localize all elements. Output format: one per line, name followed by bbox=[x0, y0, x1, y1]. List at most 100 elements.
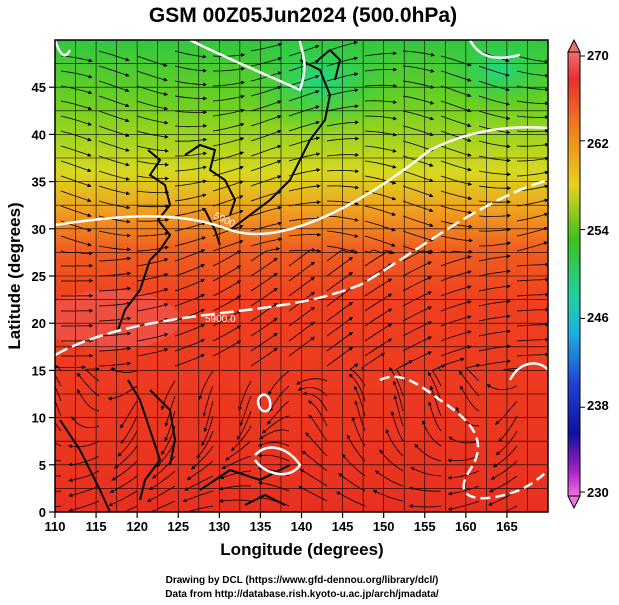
streamline bbox=[196, 430, 214, 459]
streamline bbox=[55, 385, 62, 402]
streamline bbox=[98, 331, 132, 337]
streamline bbox=[489, 475, 518, 493]
streamline bbox=[174, 65, 207, 73]
streamline bbox=[136, 115, 169, 125]
streamline bbox=[478, 269, 511, 277]
streamline bbox=[137, 231, 170, 237]
streamline bbox=[174, 207, 207, 217]
streamline bbox=[174, 236, 206, 247]
y-tick-label: 30 bbox=[32, 222, 46, 237]
streamline bbox=[98, 346, 132, 352]
streamline bbox=[429, 385, 442, 417]
streamline bbox=[55, 364, 62, 387]
streamline bbox=[465, 363, 481, 382]
colorbar-bottom-arrow bbox=[567, 495, 581, 510]
streamline bbox=[174, 264, 206, 277]
streamline bbox=[516, 277, 548, 282]
streamline bbox=[364, 115, 398, 121]
streamline bbox=[288, 90, 320, 102]
streamline bbox=[98, 140, 130, 152]
streamline bbox=[55, 421, 62, 432]
streamline bbox=[385, 428, 404, 457]
streamline bbox=[402, 336, 432, 352]
map-plot-area: 5900.0 5900 bbox=[55, 40, 548, 512]
streamline bbox=[326, 40, 358, 52]
streamline bbox=[123, 505, 138, 512]
streamline bbox=[230, 425, 252, 452]
streamline bbox=[326, 316, 354, 337]
streamline bbox=[174, 193, 207, 202]
streamline bbox=[174, 294, 206, 307]
streamline bbox=[492, 445, 518, 468]
y-tick-label: 35 bbox=[32, 175, 46, 190]
streamline bbox=[250, 115, 282, 127]
streamline bbox=[478, 95, 511, 106]
streamline bbox=[447, 485, 480, 496]
streamline bbox=[136, 245, 169, 252]
streamline bbox=[447, 470, 480, 480]
streamline bbox=[212, 137, 245, 147]
x-tick-label: 145 bbox=[332, 519, 354, 534]
streamline bbox=[98, 185, 131, 196]
streamline bbox=[402, 351, 432, 367]
streamline bbox=[288, 120, 320, 132]
streamline bbox=[108, 490, 138, 507]
streamline bbox=[307, 400, 328, 427]
streamline bbox=[326, 346, 354, 367]
streamline bbox=[174, 339, 206, 352]
streamline bbox=[201, 415, 214, 447]
streamline bbox=[136, 217, 170, 222]
streamline bbox=[164, 410, 176, 442]
streamline bbox=[516, 55, 548, 64]
streamline bbox=[392, 380, 404, 412]
streamline bbox=[402, 250, 433, 262]
x-tick-label: 160 bbox=[455, 519, 477, 534]
streamline bbox=[174, 95, 208, 101]
y-axis-ticks: 0 5 10 15 20 25 30 35 40 45 bbox=[32, 80, 55, 520]
streamline bbox=[98, 95, 130, 108]
streamline bbox=[250, 144, 282, 157]
streamline bbox=[266, 400, 290, 425]
streamline bbox=[478, 227, 512, 232]
y-tick-label: 0 bbox=[39, 505, 46, 520]
streamline bbox=[402, 306, 432, 322]
streamline bbox=[459, 385, 480, 412]
streamline bbox=[212, 122, 245, 132]
x-tick-label: 115 bbox=[86, 519, 107, 534]
streamline bbox=[250, 302, 278, 322]
x-axis-label: Longitude (degrees) bbox=[220, 540, 383, 559]
colorbar-label-238: 238 bbox=[587, 398, 609, 413]
streamline bbox=[458, 370, 480, 397]
streamline bbox=[402, 200, 434, 213]
streamline bbox=[98, 170, 131, 181]
streamline bbox=[447, 500, 480, 511]
streamline bbox=[250, 287, 278, 307]
streamline bbox=[364, 249, 393, 267]
streamline bbox=[212, 108, 245, 117]
streamline bbox=[250, 71, 282, 82]
streamline bbox=[136, 55, 168, 67]
streamline bbox=[326, 301, 354, 322]
streamline bbox=[174, 309, 206, 322]
streamline bbox=[68, 470, 100, 482]
streamline bbox=[250, 347, 278, 367]
streamline bbox=[503, 505, 518, 512]
wind-streamlines bbox=[55, 40, 548, 512]
streamline bbox=[60, 55, 93, 63]
streamline bbox=[402, 276, 432, 292]
streamline bbox=[250, 57, 283, 67]
streamline bbox=[288, 44, 320, 57]
x-axis-ticks: 110 115 120 125 130 135 140 145 150 155 160 165 bbox=[45, 512, 518, 534]
streamline bbox=[98, 301, 132, 307]
streamline bbox=[516, 241, 548, 252]
streamline bbox=[136, 333, 169, 342]
streamline bbox=[478, 185, 512, 191]
streamline bbox=[402, 185, 434, 198]
y-tick-label: 40 bbox=[32, 127, 46, 142]
streamline bbox=[76, 372, 100, 397]
streamline bbox=[218, 498, 252, 503]
streamline bbox=[98, 230, 131, 238]
streamline bbox=[440, 175, 473, 186]
streamline bbox=[374, 470, 404, 487]
streamline bbox=[98, 361, 132, 367]
